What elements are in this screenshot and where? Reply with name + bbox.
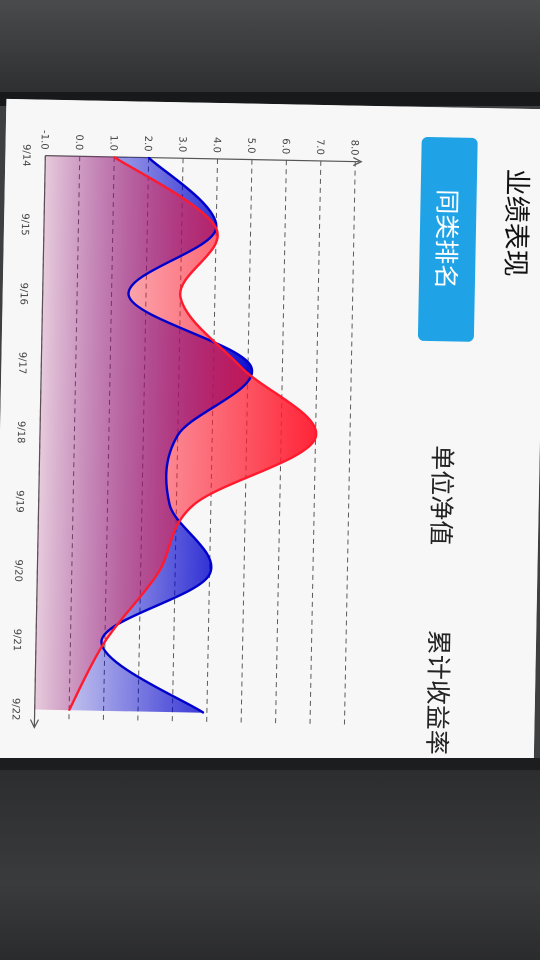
data-point bbox=[215, 227, 217, 229]
y-tick-label: 1.0 bbox=[107, 135, 118, 151]
x-tick-label: 9/17 bbox=[16, 352, 27, 375]
y-tick-label: 7.0 bbox=[314, 139, 325, 155]
x-tick-label: 9/20 bbox=[12, 559, 23, 582]
series-line bbox=[68, 155, 318, 711]
data-point bbox=[127, 294, 130, 297]
performance-chart: -1.0 0.0 1.0 2.0 3.0 4.0 5.0 6.0 7.0 8.0 9/14 9/15 9… bbox=[0, 99, 366, 768]
data-point bbox=[250, 366, 253, 369]
x-tick-label: 9/16 bbox=[17, 282, 28, 305]
series-area bbox=[34, 155, 317, 711]
data-point bbox=[168, 503, 171, 506]
data-point bbox=[104, 640, 106, 643]
page-title: 业绩表现 bbox=[499, 168, 533, 277]
x-tick-label: 9/21 bbox=[11, 629, 22, 652]
photo-background-top bbox=[0, 0, 540, 105]
phone-screen: 业绩表现 同类排名 单位净值 累计收益率 -1.0 0.0 1.0 2.0 3.0 4.0… bbox=[0, 98, 540, 772]
tab-unit-nav[interactable]: 单位净值 bbox=[425, 445, 457, 546]
data-point bbox=[202, 711, 205, 714]
y-tick-label: 4.0 bbox=[211, 137, 222, 153]
y-axis-arrow bbox=[352, 157, 363, 167]
y-tick-label: 5.0 bbox=[245, 138, 256, 154]
data-point bbox=[147, 156, 150, 159]
chart-svg: -1.0 0.0 1.0 2.0 3.0 4.0 5.0 6.0 7.0 8.0 9/14 9/15 9… bbox=[9, 130, 363, 729]
x-tick-label: 9/18 bbox=[15, 421, 26, 444]
data-point bbox=[100, 640, 103, 643]
tab-bar: 同类排名 单位净值 累计收益率 bbox=[410, 136, 478, 755]
x-tick-label: 9/19 bbox=[13, 490, 24, 513]
photo-background-bottom bbox=[0, 770, 540, 960]
data-point bbox=[176, 434, 179, 437]
y-tick-label: -1.0 bbox=[38, 130, 49, 150]
grid-line bbox=[343, 161, 356, 726]
data-point bbox=[113, 156, 115, 158]
data-point bbox=[314, 437, 317, 439]
data-point bbox=[192, 503, 195, 506]
data-point bbox=[208, 573, 211, 576]
x-tick-label: 9/15 bbox=[19, 213, 30, 236]
app-view: 业绩表现 同类排名 单位净值 累计收益率 -1.0 0.0 1.0 2.0 3.0 4.0… bbox=[0, 98, 540, 772]
grid-line bbox=[309, 160, 322, 725]
data-point bbox=[68, 709, 70, 711]
y-tick-label: 2.0 bbox=[142, 136, 153, 152]
y-tick-label: 8.0 bbox=[348, 140, 359, 156]
data-point bbox=[157, 572, 159, 575]
data-point bbox=[240, 366, 242, 368]
x-tick-label: 9/14 bbox=[20, 144, 31, 167]
y-tick-label: 6.0 bbox=[280, 138, 291, 154]
tab-cumulative-return[interactable]: 累计收益率 bbox=[421, 629, 454, 756]
x-axis-arrow bbox=[29, 719, 40, 729]
y-tick-label: 0.0 bbox=[73, 134, 84, 150]
tab-peer-ranking[interactable]: 同类排名 bbox=[417, 136, 478, 342]
x-tick-label: 9/22 bbox=[9, 698, 20, 721]
y-tick-label: 3.0 bbox=[176, 136, 187, 152]
data-point bbox=[179, 295, 182, 298]
